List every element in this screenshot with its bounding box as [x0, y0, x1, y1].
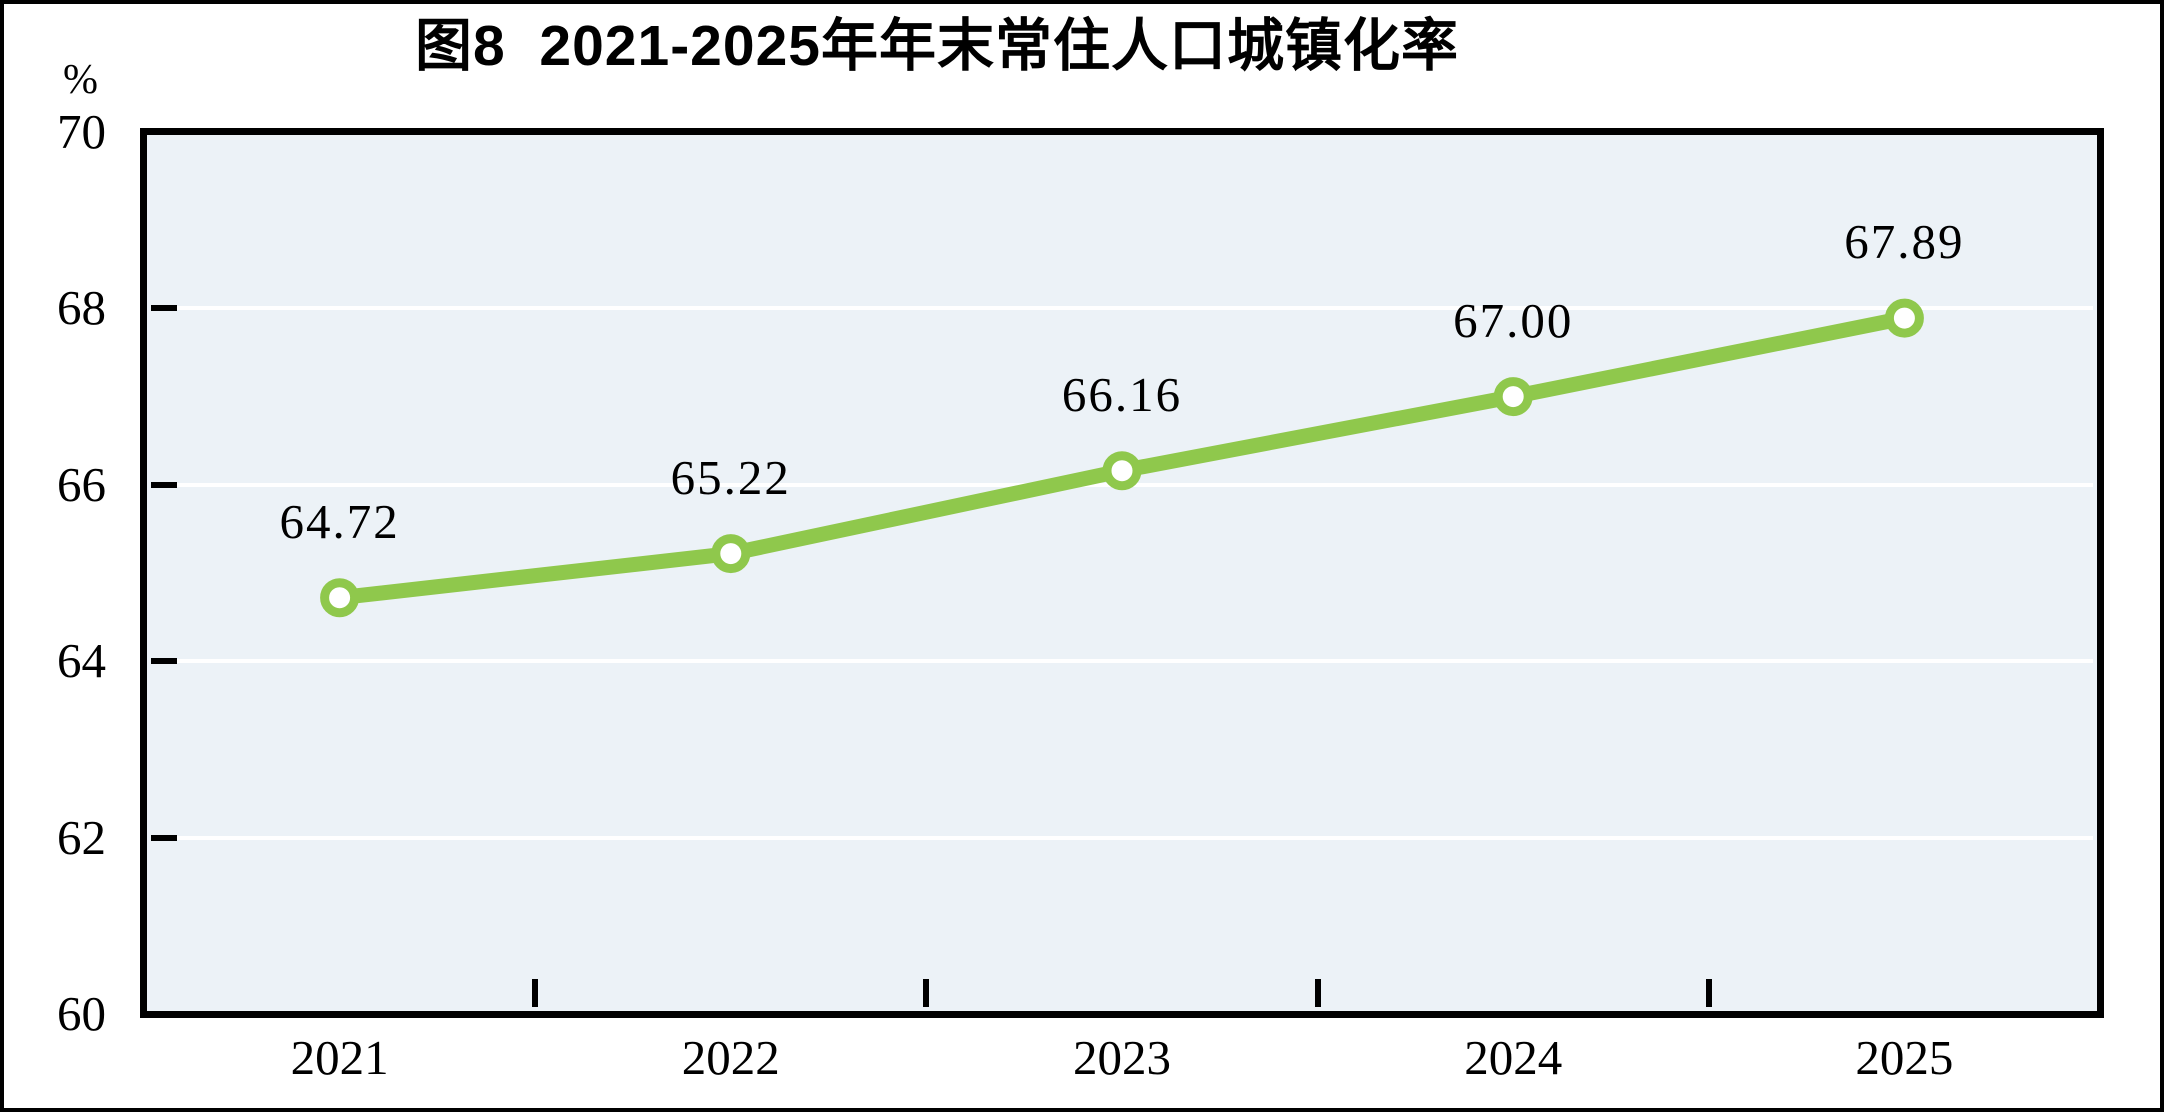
data-point-marker — [1884, 298, 1924, 338]
y-tick-label: 66 — [57, 456, 106, 512]
y-tick-label: 68 — [57, 280, 106, 336]
y-axis-tick — [151, 834, 177, 841]
x-axis-tick — [1705, 979, 1712, 1007]
y-tick-label: 64 — [57, 633, 106, 689]
data-point-marker — [1102, 451, 1142, 491]
y-tick-label: 62 — [57, 809, 106, 865]
gridline — [151, 659, 2093, 664]
data-point-label: 65.22 — [670, 449, 791, 505]
x-axis-tick — [1314, 979, 1321, 1007]
y-tick-label: 60 — [57, 986, 106, 1041]
y-tick-label: 70 — [57, 104, 106, 159]
x-tick-label: 2025 — [1855, 1030, 1954, 1085]
data-point-marker — [711, 534, 751, 574]
chart-title: 图8 2021-2025年年末常住人口城镇化率 — [415, 14, 1459, 78]
data-point-label: 66.16 — [1061, 366, 1183, 422]
x-tick-label: 2023 — [1073, 1030, 1171, 1085]
x-axis-tick — [532, 979, 539, 1007]
y-axis-tick — [151, 481, 177, 488]
data-point-marker — [1493, 377, 1533, 417]
x-tick-label: 2021 — [290, 1030, 389, 1085]
data-point-marker — [320, 578, 360, 618]
x-axis-tick — [923, 979, 930, 1007]
plot-area-background — [140, 128, 2104, 1018]
x-tick-label: 2022 — [681, 1030, 780, 1085]
y-axis-tick — [151, 305, 177, 312]
gridline — [151, 306, 2093, 311]
x-tick-label: 2024 — [1464, 1030, 1563, 1085]
data-point-label: 67.89 — [1844, 214, 1965, 270]
series-line-chart — [320, 298, 1924, 618]
data-point-label: 64.72 — [279, 493, 400, 549]
y-axis-tick — [151, 658, 177, 665]
data-point-label: 67.00 — [1453, 292, 1574, 348]
y-axis-unit-label: % — [63, 57, 98, 103]
gridline — [151, 835, 2093, 840]
